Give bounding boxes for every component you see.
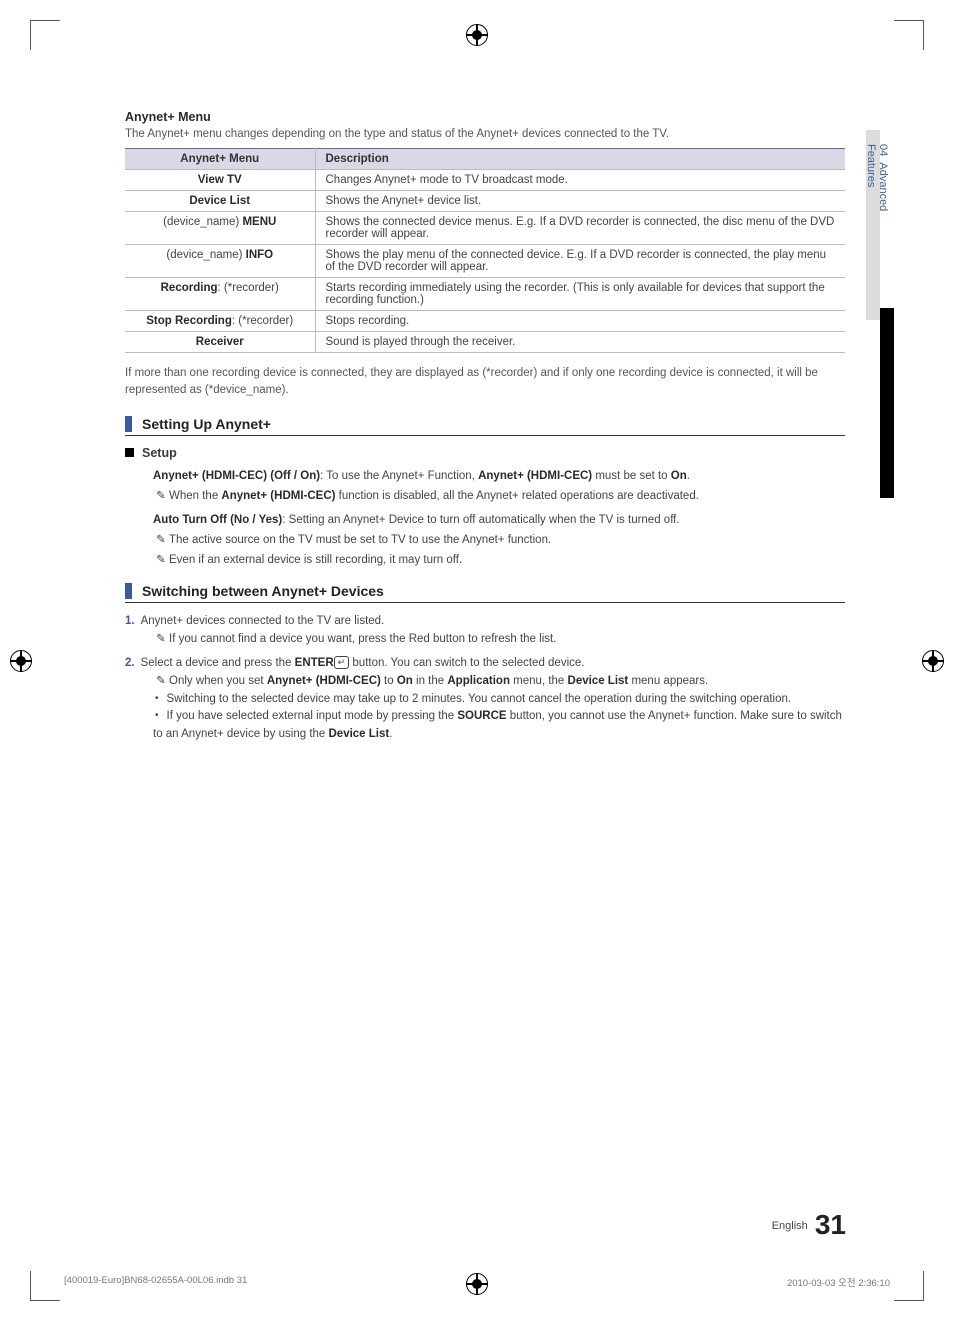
slug-left: [400019-Euro]BN68-02655A-00L06.indb 31 bbox=[64, 1275, 247, 1289]
page-number: 31 bbox=[815, 1209, 846, 1240]
note-text: Only when you set Anynet+ (HDMI-CEC) to … bbox=[169, 675, 708, 687]
table-cell: (device_name) MENU bbox=[125, 212, 315, 245]
section-heading: Anynet+ Menu bbox=[125, 110, 845, 124]
table-cell: Changes Anynet+ mode to TV broadcast mod… bbox=[315, 170, 845, 191]
table-cell: Shows the connected device menus. E.g. I… bbox=[315, 212, 845, 245]
bullet-text: Switching to the selected device may tak… bbox=[153, 691, 845, 709]
section-bar: Switching between Anynet+ Devices bbox=[125, 583, 845, 603]
table-cell: Device List bbox=[125, 191, 315, 212]
section-title: Setting Up Anynet+ bbox=[142, 416, 271, 432]
table-footnote: If more than one recording device is con… bbox=[125, 365, 845, 398]
step-item: 2.Select a device and press the ENTER↵ b… bbox=[125, 655, 845, 744]
table-header: Anynet+ Menu bbox=[125, 149, 315, 170]
table-header: Description bbox=[315, 149, 845, 170]
table-cell: Shows the play menu of the connected dev… bbox=[315, 245, 845, 278]
table-row: Stop Recording: (*recorder)Stops recordi… bbox=[125, 311, 845, 332]
footer-lang: English bbox=[772, 1220, 808, 1232]
section-title: Switching between Anynet+ Devices bbox=[142, 583, 384, 599]
registration-mark bbox=[922, 650, 944, 672]
setup-heading: Setup bbox=[125, 446, 845, 460]
note-text: ✎The active source on the TV must be set… bbox=[153, 532, 845, 550]
table-row: (device_name) INFOShows the play menu of… bbox=[125, 245, 845, 278]
note-text: If you cannot find a device you want, pr… bbox=[169, 633, 556, 645]
table-cell: Receiver bbox=[125, 332, 315, 353]
chapter-number: 04 bbox=[877, 144, 889, 156]
slug-right: 2010-03-03 오전 2:36:10 bbox=[787, 1275, 890, 1289]
page-content: Anynet+ Menu The Anynet+ menu changes de… bbox=[125, 110, 845, 750]
crop-mark bbox=[894, 20, 924, 50]
table-row: View TVChanges Anynet+ mode to TV broadc… bbox=[125, 170, 845, 191]
crop-mark bbox=[30, 1271, 60, 1301]
table-cell: Starts recording immediately using the r… bbox=[315, 278, 845, 311]
intro-text: The Anynet+ menu changes depending on th… bbox=[125, 128, 845, 140]
crop-mark bbox=[894, 1271, 924, 1301]
table-row: Recording: (*recorder)Starts recording i… bbox=[125, 278, 845, 311]
section-marker bbox=[125, 416, 132, 432]
steps-list: 1.Anynet+ devices connected to the TV ar… bbox=[125, 613, 845, 744]
step-item: 1.Anynet+ devices connected to the TV ar… bbox=[125, 613, 845, 649]
page-footer: English 31 bbox=[772, 1209, 846, 1241]
section-bar: Setting Up Anynet+ bbox=[125, 416, 845, 436]
registration-mark bbox=[466, 24, 488, 46]
setup-body: Anynet+ (HDMI-CEC) (Off / On): To use th… bbox=[153, 468, 845, 569]
registration-mark bbox=[10, 650, 32, 672]
table-cell: Stops recording. bbox=[315, 311, 845, 332]
table-cell: View TV bbox=[125, 170, 315, 191]
table-cell: Recording: (*recorder) bbox=[125, 278, 315, 311]
crop-mark bbox=[30, 20, 60, 50]
section-marker bbox=[125, 583, 132, 599]
bullet-text: If you have selected external input mode… bbox=[153, 708, 845, 744]
print-slug: [400019-Euro]BN68-02655A-00L06.indb 31 2… bbox=[64, 1275, 890, 1289]
note-text: ✎When the Anynet+ (HDMI-CEC) function is… bbox=[153, 488, 845, 506]
table-cell: Stop Recording: (*recorder) bbox=[125, 311, 315, 332]
body-text: Auto Turn Off (No / Yes): Setting an Any… bbox=[153, 512, 845, 530]
anynet-menu-table: Anynet+ Menu Description View TVChanges … bbox=[125, 148, 845, 353]
note-text: ✎Even if an external device is still rec… bbox=[153, 552, 845, 570]
table-cell: Sound is played through the receiver. bbox=[315, 332, 845, 353]
body-text: Anynet+ (HDMI-CEC) (Off / On): To use th… bbox=[153, 468, 845, 486]
table-cell: (device_name) INFO bbox=[125, 245, 315, 278]
table-row: (device_name) MENUShows the connected de… bbox=[125, 212, 845, 245]
table-row: Device ListShows the Anynet+ device list… bbox=[125, 191, 845, 212]
table-cell: Shows the Anynet+ device list. bbox=[315, 191, 845, 212]
table-row: ReceiverSound is played through the rece… bbox=[125, 332, 845, 353]
